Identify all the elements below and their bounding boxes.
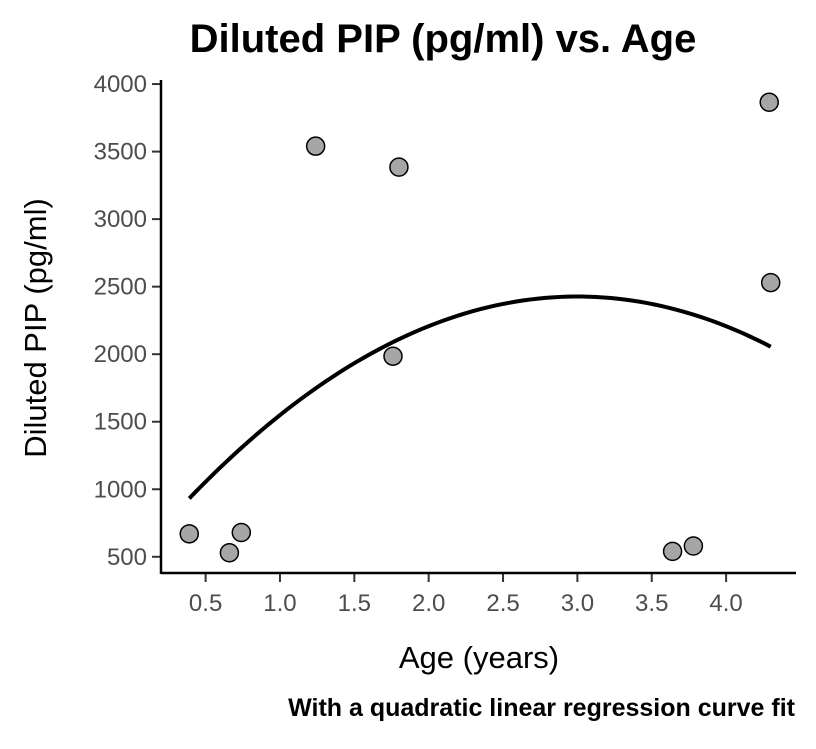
y-tick-label: 4000 <box>94 71 147 98</box>
y-tick-label: 3000 <box>94 206 147 233</box>
x-tick-label: 0.5 <box>189 590 222 617</box>
points-layer <box>179 92 781 563</box>
data-point <box>179 524 200 544</box>
y-tick-label: 1000 <box>94 476 147 503</box>
x-axis-title: Age (years) <box>399 640 559 675</box>
y-axis-title: Diluted PIP (pg/ml) <box>18 198 53 458</box>
quadratic-fit-line <box>187 294 772 500</box>
y-tick-label: 3500 <box>94 139 147 166</box>
x-tick-label: 3.5 <box>635 590 668 617</box>
x-axis-ticks: 0.5 1.0 1.5 2.0 2.5 3.0 3.5 4.0 <box>189 573 743 617</box>
data-point <box>759 92 779 113</box>
x-tick-label: 4.0 <box>709 590 742 617</box>
data-point <box>219 542 240 563</box>
data-point <box>683 536 704 556</box>
data-point <box>383 346 403 366</box>
x-tick-label: 3.0 <box>561 590 594 617</box>
y-axis-title-group: Diluted PIP (pg/ml) <box>18 198 53 458</box>
data-point <box>389 157 409 177</box>
data-point <box>760 272 781 293</box>
y-tick-label: 500 <box>107 544 147 571</box>
chart-title: Diluted PIP (pg/ml) vs. Age <box>190 17 697 61</box>
chart-caption: With a quadratic linear regression curve… <box>288 694 796 722</box>
x-tick-label: 2.0 <box>412 590 445 617</box>
data-point <box>305 136 326 156</box>
x-tick-label: 2.5 <box>486 590 519 617</box>
data-point <box>662 541 683 562</box>
x-tick-label: 1.0 <box>263 590 296 617</box>
data-point <box>231 522 252 543</box>
y-tick-label: 2000 <box>94 341 147 368</box>
y-tick-label: 1500 <box>94 409 147 436</box>
fit-layer <box>187 294 772 500</box>
x-tick-label: 1.5 <box>338 590 371 617</box>
y-axis-ticks: 500 1000 1500 2000 2500 3000 3500 4000 <box>94 71 161 571</box>
y-tick-label: 2500 <box>94 274 147 301</box>
